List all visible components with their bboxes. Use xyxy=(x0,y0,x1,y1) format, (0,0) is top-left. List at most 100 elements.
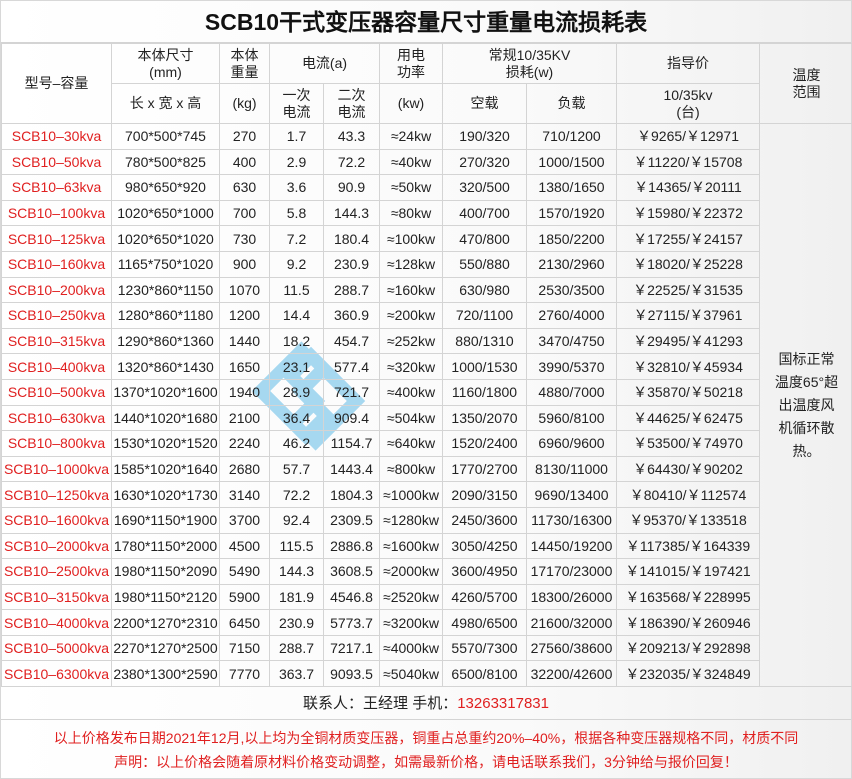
cell-size: 1020*650*1000 xyxy=(111,199,220,227)
cell-model: SCB10–1250kva xyxy=(1,481,112,508)
cell-weight: 700 xyxy=(219,199,270,227)
cell-size: 1165*750*1020 xyxy=(111,250,220,278)
cell-model: SCB10–5000kva xyxy=(1,634,112,662)
cell-noload-loss: 3600/4950 xyxy=(442,558,527,585)
cell-noload-loss: 470/800 xyxy=(442,225,527,252)
cell-model: SCB10–63kva xyxy=(1,174,112,201)
cell-noload-loss: 5570/7300 xyxy=(442,634,527,662)
cell-load-loss: 17170/23000 xyxy=(526,558,617,585)
cell-current2: 144.3 xyxy=(323,199,380,227)
table-row: SCB10–125kva 1020*650*1020 730 7.2 180.4 ≈100… xyxy=(1,225,852,252)
header-loss: 常规10/35KV 损耗(w) xyxy=(442,43,617,84)
cell-load-loss: 21600/32000 xyxy=(526,609,617,636)
header-load: 负载 xyxy=(526,83,617,124)
cell-power: ≈4000kw xyxy=(379,634,443,662)
cell-weight: 3700 xyxy=(219,506,270,534)
cell-load-loss: 8130/11000 xyxy=(526,455,617,483)
cell-power: ≈100kw xyxy=(379,225,443,252)
cell-load-loss: 1570/1920 xyxy=(526,199,617,227)
cell-model: SCB10–3150kva xyxy=(1,583,112,611)
cell-size: 2200*1270*2310 xyxy=(111,609,220,636)
header-current1: 一次 电流 xyxy=(269,83,324,124)
cell-power: ≈1280kw xyxy=(379,506,443,534)
header-size-sub: 长 x 宽 x 高 xyxy=(111,83,220,124)
cell-current1: 7.2 xyxy=(269,225,324,252)
cell-noload-loss: 2090/3150 xyxy=(442,481,527,508)
cell-model: SCB10–500kva xyxy=(1,378,112,406)
cell-size: 1280*860*1180 xyxy=(111,302,220,329)
table-row: SCB10–200kva 1230*860*1150 1070 11.5 288.7 ≈1… xyxy=(1,276,852,304)
cell-power: ≈800kw xyxy=(379,455,443,483)
cell-current1: 230.9 xyxy=(269,609,324,636)
header-weight-sub: (kg) xyxy=(219,83,270,124)
cell-noload-loss: 6500/8100 xyxy=(442,660,527,688)
cell-weight: 4500 xyxy=(219,532,270,560)
cell-model: SCB10–1000kva xyxy=(1,455,112,483)
cell-size: 1230*860*1150 xyxy=(111,276,220,304)
cell-model: SCB10–100kva xyxy=(1,199,112,227)
cell-weight: 1200 xyxy=(219,302,270,329)
cell-price: ￥11220/￥15708 xyxy=(616,148,760,176)
cell-size: 1585*1020*1640 xyxy=(111,455,220,483)
table-row: SCB10–500kva 1370*1020*1600 1940 28.9 721.7 ≈… xyxy=(1,378,852,406)
cell-current2: 3608.5 xyxy=(323,558,380,585)
cell-size: 2380*1300*2590 xyxy=(111,660,220,688)
cell-weight: 7150 xyxy=(219,634,270,662)
cell-size: 1780*1150*2000 xyxy=(111,532,220,560)
cell-size: 1370*1020*1600 xyxy=(111,378,220,406)
cell-noload-loss: 400/700 xyxy=(442,199,527,227)
table-row: SCB10–63kva 980*650*920 630 3.6 90.9 ≈50kw 320… xyxy=(1,174,852,201)
table-row: SCB10–50kva 780*500*825 400 2.9 72.2 ≈40kw 270… xyxy=(1,148,852,176)
notes: 以上价格发布日期2021年12月,以上均为全铜材质变压器，铜重占总重约20%–4… xyxy=(1,720,851,774)
cell-model: SCB10–160kva xyxy=(1,250,112,278)
cell-current2: 721.7 xyxy=(323,378,380,406)
cell-load-loss: 2760/4000 xyxy=(526,302,617,329)
header-weight: 本体 重量 xyxy=(219,43,270,84)
cell-load-loss: 1380/1650 xyxy=(526,174,617,201)
cell-weight: 630 xyxy=(219,174,270,201)
cell-noload-loss: 1000/1530 xyxy=(442,353,527,380)
header-price: 指导价 xyxy=(616,43,760,84)
cell-model: SCB10–250kva xyxy=(1,302,112,329)
cell-current1: 363.7 xyxy=(269,660,324,688)
cell-current2: 360.9 xyxy=(323,302,380,329)
cell-load-loss: 9690/13400 xyxy=(526,481,617,508)
cell-price: ￥53500/￥74970 xyxy=(616,430,760,457)
cell-price: ￥35870/￥50218 xyxy=(616,378,760,406)
cell-current1: 288.7 xyxy=(269,634,324,662)
cell-current2: 2886.8 xyxy=(323,532,380,560)
table-row: SCB10–1000kva 1585*1020*1640 2680 57.7 1443.… xyxy=(1,455,852,483)
cell-current2: 1443.4 xyxy=(323,455,380,483)
cell-power: ≈24kw xyxy=(379,123,443,150)
cell-noload-loss: 1520/2400 xyxy=(442,430,527,457)
cell-price: ￥209213/￥292898 xyxy=(616,634,760,662)
cell-model: SCB10–2000kva xyxy=(1,532,112,560)
cell-price: ￥64430/￥90202 xyxy=(616,455,760,483)
cell-current2: 230.9 xyxy=(323,250,380,278)
cell-weight: 5490 xyxy=(219,558,270,585)
header-power: 用电 功率 xyxy=(379,43,443,84)
cell-current1: 57.7 xyxy=(269,455,324,483)
cell-power: ≈2000kw xyxy=(379,558,443,585)
cell-power: ≈320kw xyxy=(379,353,443,380)
contact-line: 联系人：王经理 手机：13263317831 xyxy=(1,687,851,721)
table-row: SCB10–6300kva 2380*1300*2590 7770 363.7 9093… xyxy=(1,660,852,688)
cell-price: ￥163568/￥228995 xyxy=(616,583,760,611)
table-row: SCB10–4000kva 2200*1270*2310 6450 230.9 5773… xyxy=(1,609,852,636)
cell-weight: 1940 xyxy=(219,378,270,406)
cell-model: SCB10–50kva xyxy=(1,148,112,176)
header-size: 本体尺寸 (mm) xyxy=(111,43,220,84)
cell-current1: 144.3 xyxy=(269,558,324,585)
cell-price: ￥14365/￥20111 xyxy=(616,174,760,201)
cell-size: 1290*860*1360 xyxy=(111,327,220,355)
cell-size: 780*500*825 xyxy=(111,148,220,176)
cell-price: ￥141015/￥197421 xyxy=(616,558,760,585)
cell-load-loss: 4880/7000 xyxy=(526,378,617,406)
cell-weight: 7770 xyxy=(219,660,270,688)
cell-current2: 1154.7 xyxy=(323,430,380,457)
cell-current2: 5773.7 xyxy=(323,609,380,636)
cell-noload-loss: 2450/3600 xyxy=(442,506,527,534)
cell-load-loss: 14450/19200 xyxy=(526,532,617,560)
cell-size: 1980*1150*2090 xyxy=(111,558,220,585)
cell-current1: 72.2 xyxy=(269,481,324,508)
